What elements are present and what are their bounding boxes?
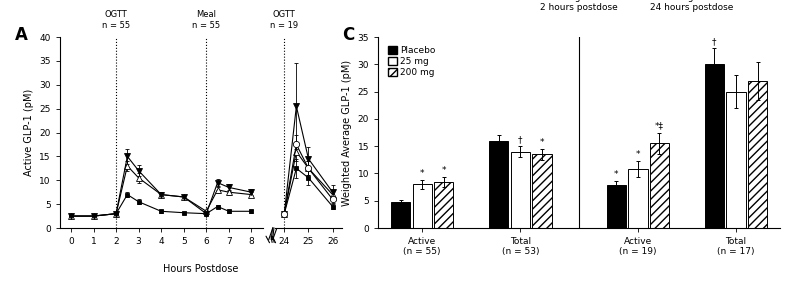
Bar	[434, 182, 454, 228]
Text: †: †	[712, 37, 716, 46]
Bar	[747, 81, 767, 228]
Text: *: *	[442, 166, 446, 174]
Text: OGTT
n = 19: OGTT n = 19	[270, 11, 298, 30]
Bar	[510, 152, 530, 228]
Text: *: *	[636, 150, 640, 159]
Text: Following OGTT at
2 hours postdose: Following OGTT at 2 hours postdose	[538, 0, 620, 12]
Y-axis label: Active GLP-1 (pM): Active GLP-1 (pM)	[24, 89, 33, 176]
Text: A: A	[15, 26, 28, 44]
Text: OGTT
n = 55: OGTT n = 55	[102, 11, 130, 30]
Bar	[704, 64, 724, 228]
Text: C: C	[342, 26, 354, 44]
Bar	[607, 186, 626, 228]
Bar	[628, 169, 648, 228]
Bar	[412, 184, 432, 228]
Text: *: *	[614, 170, 618, 179]
Y-axis label: Weighted Average GLP-1 (pM): Weighted Average GLP-1 (pM)	[342, 60, 352, 205]
Text: Hours Postdose: Hours Postdose	[163, 264, 239, 274]
Bar	[489, 141, 509, 228]
Text: *: *	[540, 138, 544, 147]
Text: *: *	[420, 169, 424, 178]
Text: †: †	[518, 135, 522, 144]
Bar	[533, 154, 552, 228]
Bar	[391, 202, 411, 228]
Text: Following OGTT at
24 hours postdose: Following OGTT at 24 hours postdose	[650, 0, 733, 12]
Text: Meal
n = 55: Meal n = 55	[193, 11, 220, 30]
Bar	[726, 91, 746, 228]
Text: *‡: *‡	[655, 121, 664, 130]
Legend: Placebo, 25 mg, 200 mg: Placebo, 25 mg, 200 mg	[387, 45, 436, 78]
Bar	[650, 143, 669, 228]
